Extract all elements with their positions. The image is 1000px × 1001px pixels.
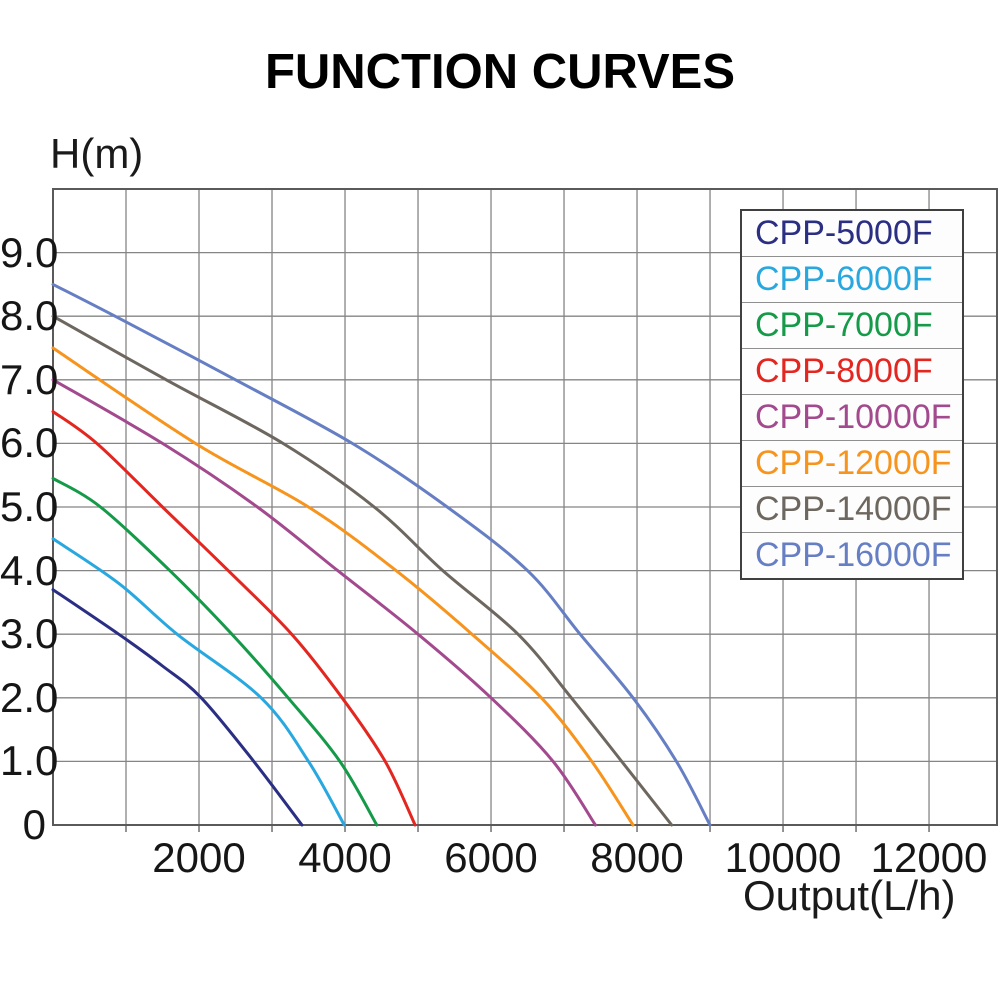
y-tick-label: 6.0 (0, 419, 59, 467)
y-tick-label: 5.0 (0, 483, 59, 530)
curve-cpp-16000f (51, 282, 712, 827)
legend-item-cpp-10000f: CPP-10000F (742, 395, 962, 441)
legend: CPP-5000F CPP-6000F CPP-7000F CPP-8000F CPP-… (740, 209, 964, 580)
x-tick-label: 6000 (444, 834, 538, 881)
legend-item-cpp-8000f: CPP-8000F (742, 349, 962, 395)
x-tick-label: 8000 (590, 834, 684, 881)
curve-cpp-10000f (51, 378, 597, 827)
curve-cpp-12000f (51, 346, 635, 827)
curve-cpp-6000f (51, 537, 346, 827)
legend-item-cpp-16000f: CPP-16000F (742, 533, 962, 578)
legend-item-cpp-14000f: CPP-14000F (742, 487, 962, 533)
x-tick-label: 4000 (298, 834, 392, 881)
curve-cpp-7000f (51, 476, 379, 827)
y-tick-label: 2.0 (0, 673, 59, 721)
y-tick-label: 8.0 (0, 292, 59, 340)
x-tick-label: 12000 (870, 834, 988, 881)
curve-cpp-14000f (51, 314, 674, 827)
y-tick-label: 4.0 (0, 546, 59, 594)
y-tick-label: 1.0 (0, 737, 59, 785)
x-axis-title: Output(L/h) (743, 872, 956, 919)
legend-item-cpp-6000f: CPP-6000F (742, 257, 962, 303)
curve-cpp-8000f (51, 410, 417, 827)
plot-border (52, 188, 998, 826)
x-tick-label: 10000 (724, 834, 842, 881)
y-tick-label: 0 (22, 801, 46, 848)
y-tick-label: 3.0 (0, 610, 59, 658)
y-axis-title: H(m) (50, 130, 144, 177)
curve-cpp-5000f (51, 588, 304, 827)
y-tick-label: 7.0 (0, 355, 59, 403)
legend-item-cpp-5000f: CPP-5000F (742, 211, 962, 257)
legend-item-cpp-7000f: CPP-7000F (742, 303, 962, 349)
legend-item-cpp-12000f: CPP-12000F (742, 441, 962, 487)
chart-title: FUNCTION CURVES (264, 45, 736, 99)
y-tick-label: 9.0 (0, 228, 59, 276)
x-tick-label: 2000 (152, 834, 246, 881)
